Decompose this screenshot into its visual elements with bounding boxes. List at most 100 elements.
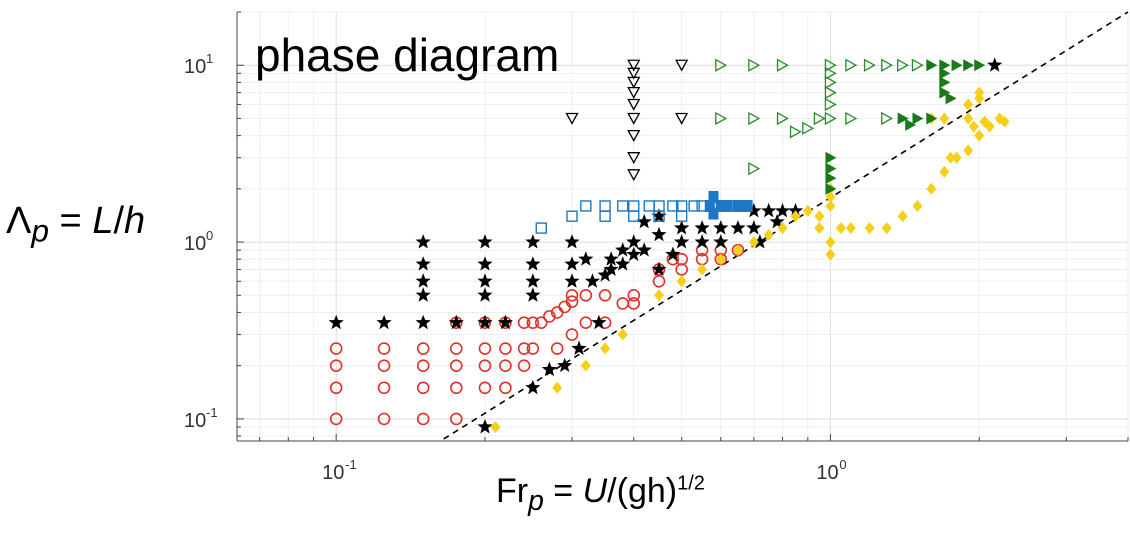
data-point-circle bbox=[329, 381, 343, 395]
data-point-triangle-right-filled bbox=[939, 76, 951, 89]
data-point-triangle-right-filled bbox=[926, 112, 938, 125]
reference-dashed-line bbox=[443, 11, 1129, 440]
data-point-triangle-right-open bbox=[824, 86, 837, 100]
data-point-square-open bbox=[675, 210, 688, 222]
data-point-diamond bbox=[926, 182, 937, 195]
data-point-circle bbox=[449, 381, 463, 395]
data-point-diamond bbox=[974, 129, 985, 142]
data-point-star bbox=[477, 314, 493, 330]
data-point-diamond bbox=[979, 115, 990, 128]
data-point-triangle-right-filled bbox=[963, 59, 975, 72]
data-point-triangle-right-open bbox=[715, 58, 728, 72]
data-point-star bbox=[525, 234, 541, 249]
data-point-circle bbox=[329, 412, 343, 426]
data-point-circle bbox=[565, 328, 579, 341]
x-tick-label-exp: 0 bbox=[839, 457, 846, 472]
data-point-circle bbox=[627, 289, 641, 302]
data-point-diamond bbox=[790, 210, 801, 223]
data-point-square-open bbox=[653, 210, 665, 222]
x-axis-label-eq: = bbox=[543, 472, 583, 510]
data-point-circle bbox=[478, 342, 492, 355]
y-axis-label-base: Λ bbox=[6, 200, 32, 242]
data-point-circle bbox=[449, 359, 463, 372]
data-point-star bbox=[376, 314, 392, 330]
data-point-triangle-right-open bbox=[748, 58, 761, 72]
y-tick-label-exp: -1 bbox=[206, 405, 218, 420]
data-point-diamond bbox=[777, 222, 788, 235]
data-point-triangle-down bbox=[627, 129, 641, 142]
data-point-triangle-right-filled bbox=[825, 162, 837, 175]
data-point-star bbox=[746, 202, 762, 218]
data-point-diamond bbox=[802, 204, 813, 217]
x-axis-label: Frp = U/(gh)1/2 bbox=[496, 472, 705, 518]
data-point-triangle-right-filled bbox=[939, 86, 951, 99]
data-point-star bbox=[584, 273, 601, 288]
data-point-triangle-right-open bbox=[824, 111, 837, 126]
data-point-star bbox=[636, 213, 652, 229]
data-point-star bbox=[674, 220, 690, 235]
data-point-diamond bbox=[715, 253, 726, 266]
x-axis-label-sup: 1/2 bbox=[677, 472, 705, 495]
data-point-star bbox=[713, 220, 729, 235]
data-point-triangle-down bbox=[565, 112, 579, 125]
data-point-square-filled bbox=[742, 199, 753, 212]
data-point-star bbox=[651, 261, 667, 276]
data-point-star bbox=[497, 314, 513, 330]
data-point-triangle-right-open bbox=[897, 58, 910, 72]
data-point-circle bbox=[329, 342, 343, 355]
data-point-star bbox=[477, 234, 493, 249]
data-point-circle bbox=[517, 359, 531, 372]
data-point-triangle-right-open bbox=[802, 121, 815, 135]
data-point-square-filled bbox=[708, 207, 719, 220]
data-point-triangle-right-filled bbox=[905, 118, 917, 131]
data-point-star bbox=[564, 256, 580, 271]
data-point-star bbox=[328, 314, 344, 330]
data-point-triangle-right-open bbox=[748, 111, 761, 126]
chart-title: phase diagram bbox=[255, 29, 560, 81]
data-point-star bbox=[713, 234, 729, 249]
data-point-star bbox=[578, 251, 594, 266]
data-point-star bbox=[694, 234, 710, 249]
data-point-triangle-right-filled bbox=[974, 59, 986, 72]
data-point-star bbox=[674, 234, 690, 249]
data-point-diamond bbox=[763, 228, 774, 241]
data-point-star bbox=[665, 246, 681, 261]
data-point-diamond bbox=[814, 210, 825, 223]
data-point-diamond bbox=[999, 115, 1010, 128]
data-point-diamond bbox=[912, 199, 923, 212]
data-point-circle bbox=[499, 381, 512, 395]
data-point-circle bbox=[517, 316, 531, 329]
data-point-star bbox=[636, 242, 652, 257]
data-point-triangle-right-open bbox=[863, 58, 876, 72]
y-tick-label-exp: 0 bbox=[206, 228, 213, 243]
data-point-star bbox=[746, 220, 762, 235]
data-point-square-filled bbox=[722, 199, 733, 212]
data-point-star bbox=[615, 242, 631, 257]
data-point-circle bbox=[565, 289, 579, 302]
x-axis-label-rest: /(gh) bbox=[607, 472, 678, 510]
data-point-star bbox=[603, 251, 619, 266]
y-axis-label-eq: = bbox=[49, 200, 93, 242]
data-point-diamond bbox=[490, 420, 501, 433]
data-point-diamond bbox=[697, 263, 708, 276]
data-point-triangle-right-filled bbox=[945, 92, 957, 105]
data-point-star bbox=[415, 234, 431, 249]
data-point-circle bbox=[377, 381, 391, 395]
data-point-star bbox=[987, 57, 1003, 72]
data-point-triangle-right-open bbox=[776, 58, 789, 72]
data-point-star bbox=[541, 361, 557, 377]
data-point-star bbox=[415, 273, 431, 288]
data-point-triangle-right-open bbox=[845, 58, 858, 72]
data-point-diamond bbox=[825, 236, 836, 249]
data-point-square-open bbox=[566, 210, 578, 222]
data-point-circle bbox=[416, 381, 430, 395]
data-point-diamond bbox=[968, 120, 979, 133]
data-point-circle bbox=[449, 412, 463, 426]
data-point-circle bbox=[416, 412, 430, 426]
data-point-circle bbox=[478, 381, 492, 395]
data-point-star bbox=[571, 340, 587, 355]
data-point-triangle-right-filled bbox=[897, 112, 909, 125]
data-point-star bbox=[525, 273, 541, 288]
data-point-triangle-right-filled bbox=[825, 151, 837, 164]
data-point-circle bbox=[534, 316, 548, 329]
